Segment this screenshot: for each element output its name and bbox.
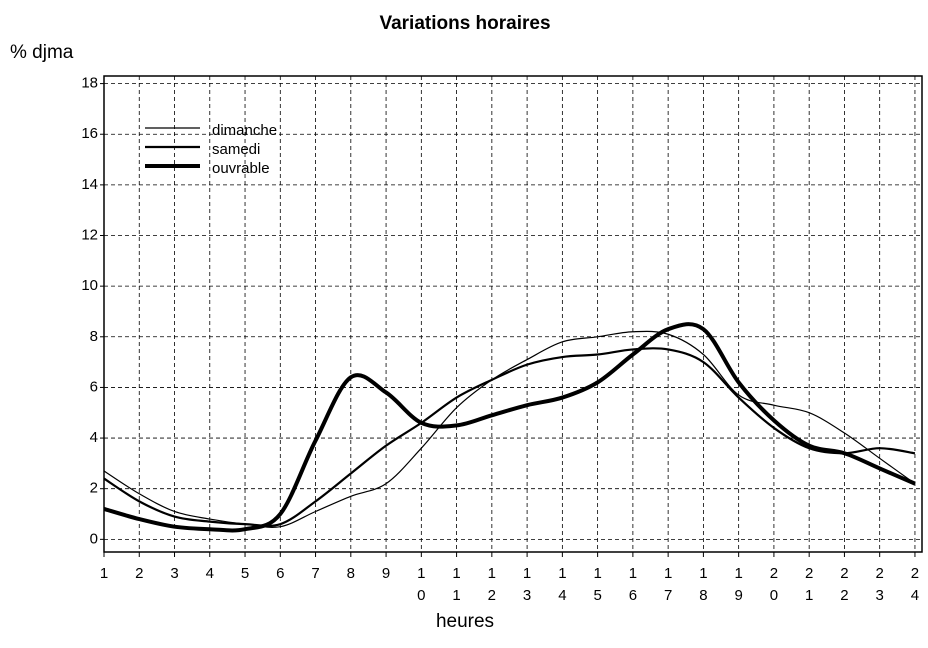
y-tick-label: 14 [81, 176, 98, 193]
x-tick-label: 9 [382, 565, 390, 582]
x-tick-label: 2 [135, 565, 143, 582]
legend-label: ouvrable [212, 160, 270, 177]
x-tick-label: 5 [241, 565, 249, 582]
series-line [103, 347, 916, 528]
legend-label: samedi [212, 141, 260, 158]
x-axis-label: heures [436, 611, 494, 632]
y-tick-label: 8 [90, 328, 98, 345]
x-tick-label: 7 [311, 565, 319, 582]
series-line [103, 322, 916, 533]
y-tick-label: 10 [81, 277, 98, 294]
plot-frame [103, 75, 923, 553]
x-tick-label: 8 [347, 565, 355, 582]
x-tick-label: 3 [170, 565, 178, 582]
series-line [103, 330, 916, 528]
x-tick-label: 1 [100, 565, 108, 582]
y-axis-label: % djma [10, 42, 74, 63]
chart-title: Variations horaires [379, 13, 550, 34]
y-tick-label: 2 [90, 480, 98, 497]
y-tick-label: 6 [90, 378, 98, 395]
y-tick-label: 0 [90, 530, 98, 547]
x-tick-label: 4 [206, 565, 214, 582]
legend-label: dimanche [212, 122, 277, 139]
y-tick-label: 4 [90, 429, 98, 446]
y-tick-label: 16 [81, 125, 98, 142]
x-tick-label: 6 [276, 565, 284, 582]
y-tick-label: 12 [81, 226, 98, 243]
y-tick-label: 18 [81, 75, 98, 92]
